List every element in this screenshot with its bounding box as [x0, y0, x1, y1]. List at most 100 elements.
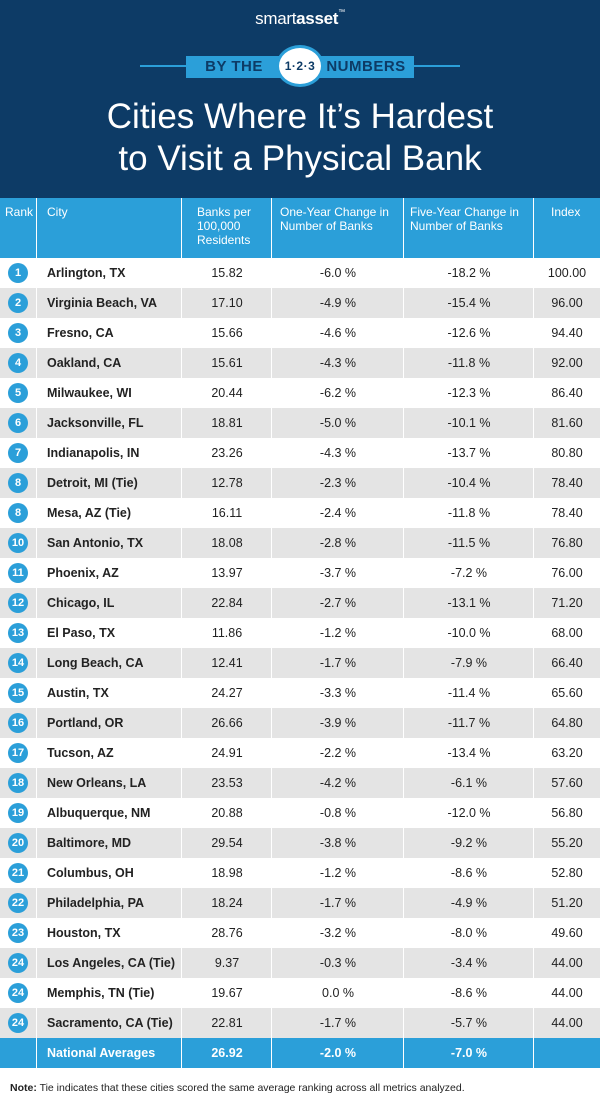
one-year-change: -1.7 %: [319, 1016, 357, 1030]
rank-badge: 4: [8, 353, 28, 373]
rank-badge: 12: [8, 593, 28, 613]
index-score: 94.40: [551, 326, 583, 340]
city-name: Baltimore, MD: [47, 836, 132, 850]
avg-five-year: -7.0 %: [450, 1046, 488, 1060]
table-row: 18 New Orleans, LA 23.53 -4.2 % -6.1 % 57.60: [0, 768, 600, 798]
city-name: Houston, TX: [47, 926, 121, 940]
one-year-change: 0.0 %: [322, 986, 354, 1000]
table-row: 24 Memphis, TN (Tie) 19.67 0.0 % -8.6 % 44.00: [0, 978, 600, 1008]
index-score: 57.60: [551, 776, 583, 790]
five-year-change: -9.2 %: [450, 836, 488, 850]
note-text: Tie indicates that these cities scored t…: [36, 1082, 465, 1094]
header-banner: smartasset™ BY THE NUMBERS 1·2·3 Cities …: [0, 0, 600, 198]
five-year-change: -8.0 %: [450, 926, 488, 940]
table-row: 15 Austin, TX 24.27 -3.3 % -11.4 % 65.60: [0, 678, 600, 708]
rank-badge: 7: [8, 443, 28, 463]
city-name: Memphis, TN (Tie): [47, 986, 155, 1000]
five-year-change: -11.8 %: [447, 356, 491, 370]
col-divider: [181, 198, 182, 1068]
table-row: 10 San Antonio, TX 18.08 -2.8 % -11.5 % 76.80: [0, 528, 600, 558]
index-score: 80.80: [551, 446, 583, 460]
rank-badge: 8: [8, 473, 28, 493]
city-name: Austin, TX: [47, 686, 109, 700]
rank-badge: 18: [8, 773, 28, 793]
avg-one-year: -2.0 %: [319, 1046, 357, 1060]
city-name: Indianapolis, IN: [47, 446, 140, 460]
col-header-banks: Banks per 100,000 Residents: [197, 205, 252, 247]
city-name: Jacksonville, FL: [47, 416, 144, 430]
five-year-change: -10.1 %: [447, 416, 491, 430]
rank-badge: 23: [8, 923, 28, 943]
avg-label: National Averages: [47, 1046, 156, 1060]
col-divider: [533, 198, 534, 1068]
five-year-change: -4.9 %: [450, 896, 488, 910]
col-header-five-year: Five-Year Change in Number of Banks: [410, 205, 519, 233]
five-year-change: -7.2 %: [450, 566, 488, 580]
table-row: 12 Chicago, IL 22.84 -2.7 % -13.1 % 71.20: [0, 588, 600, 618]
five-year-change: -11.4 %: [447, 686, 491, 700]
five-year-change: -12.0 %: [447, 806, 491, 820]
five-year-change: -5.7 %: [450, 1016, 488, 1030]
banks-per-100k: 11.86: [211, 626, 243, 640]
rank-badge: 17: [8, 743, 28, 763]
rank-badge: 11: [8, 563, 28, 583]
index-score: 96.00: [551, 296, 583, 310]
table-row: 22 Philadelphia, PA 18.24 -1.7 % -4.9 % 51.20: [0, 888, 600, 918]
city-name: El Paso, TX: [47, 626, 116, 640]
city-name: Long Beach, CA: [47, 656, 144, 670]
banks-per-100k: 17.10: [211, 296, 243, 310]
five-year-change: -13.7 %: [447, 446, 491, 460]
avg-banks: 26.92: [211, 1046, 243, 1060]
rank-badge: 1: [8, 263, 28, 283]
banks-per-100k: 13.97: [211, 566, 243, 580]
banks-per-100k: 29.54: [211, 836, 243, 850]
banks-per-100k: 16.11: [211, 506, 243, 520]
one-year-change: -4.3 %: [319, 446, 357, 460]
rank-badge: 24: [8, 953, 28, 973]
rank-badge: 14: [8, 653, 28, 673]
index-score: 100.00: [547, 266, 587, 280]
rank-badge: 16: [8, 713, 28, 733]
ribbon-left-text: BY THE: [186, 56, 282, 78]
index-score: 66.40: [551, 656, 583, 670]
index-score: 78.40: [551, 506, 583, 520]
five-year-change: -10.4 %: [447, 476, 491, 490]
one-year-change: -3.8 %: [319, 836, 357, 850]
five-year-change: -8.6 %: [450, 986, 488, 1000]
col-header-city: City: [47, 205, 68, 219]
one-year-change: -4.6 %: [319, 326, 357, 340]
city-name: Mesa, AZ (Tie): [47, 506, 132, 520]
col-header-one-year: One-Year Change in Number of Banks: [280, 205, 389, 233]
rank-badge: 19: [8, 803, 28, 823]
brand-logo: smartasset™: [255, 9, 345, 28]
title-line-2: to Visit a Physical Bank: [118, 139, 482, 178]
rank-badge: 5: [8, 383, 28, 403]
one-year-change: -1.7 %: [319, 656, 357, 670]
city-name: Los Angeles, CA (Tie): [47, 956, 176, 970]
table-row: 8 Mesa, AZ (Tie) 16.11 -2.4 % -11.8 % 78.40: [0, 498, 600, 528]
city-name: Virginia Beach, VA: [47, 296, 157, 310]
table-row: 20 Baltimore, MD 29.54 -3.8 % -9.2 % 55.20: [0, 828, 600, 858]
city-name: Tucson, AZ: [47, 746, 114, 760]
banks-per-100k: 18.08: [211, 536, 243, 550]
one-year-change: -2.8 %: [319, 536, 357, 550]
table-row: 3 Fresno, CA 15.66 -4.6 % -12.6 % 94.40: [0, 318, 600, 348]
five-year-change: -15.4 %: [447, 296, 491, 310]
table-row: 5 Milwaukee, WI 20.44 -6.2 % -12.3 % 86.40: [0, 378, 600, 408]
one-year-change: -3.2 %: [319, 926, 357, 940]
index-score: 81.60: [551, 416, 583, 430]
five-year-change: -11.8 %: [447, 506, 491, 520]
col-divider: [36, 198, 37, 1068]
table-row: 11 Phoenix, AZ 13.97 -3.7 % -7.2 % 76.00: [0, 558, 600, 588]
city-name: Oakland, CA: [47, 356, 122, 370]
index-score: 56.80: [551, 806, 583, 820]
page-title: Cities Where It’s Hardest to Visit a Phy…: [0, 96, 600, 180]
rank-badge: 24: [8, 983, 28, 1003]
table-row: 24 Sacramento, CA (Tie) 22.81 -1.7 % -5.7 % 4…: [0, 1008, 600, 1038]
rank-badge: 10: [8, 533, 28, 553]
rank-badge: 22: [8, 893, 28, 913]
five-year-change: -7.9 %: [450, 656, 488, 670]
city-name: Albuquerque, NM: [47, 806, 151, 820]
five-year-change: -11.5 %: [447, 536, 491, 550]
city-name: Arlington, TX: [47, 266, 126, 280]
